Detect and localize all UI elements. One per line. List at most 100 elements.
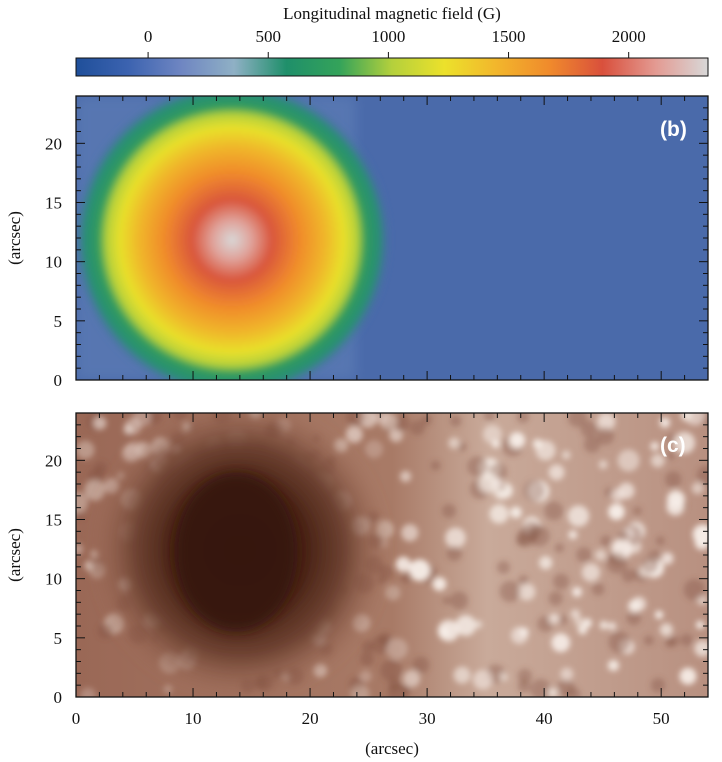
granule <box>608 622 617 631</box>
granule <box>650 678 666 693</box>
granule <box>430 460 441 471</box>
granule <box>389 428 403 443</box>
y-tick-label: 10 <box>45 253 62 272</box>
granule <box>554 543 565 553</box>
granule <box>76 491 89 514</box>
granule <box>626 610 641 626</box>
granule <box>448 437 460 449</box>
granule <box>474 620 483 629</box>
granule <box>568 530 578 540</box>
granule <box>446 545 462 562</box>
granule <box>523 479 546 502</box>
granule <box>664 638 675 648</box>
y-tick-label: 20 <box>45 134 62 153</box>
x-tick-label: 0 <box>72 709 81 728</box>
x-tick-label: 40 <box>536 709 553 728</box>
granule <box>345 425 363 443</box>
granule <box>455 615 477 636</box>
granule <box>696 465 708 486</box>
granule <box>650 441 660 451</box>
granule <box>659 623 673 637</box>
granule <box>457 442 467 452</box>
granule <box>432 577 447 591</box>
granule <box>659 417 671 428</box>
y-tick-label: 0 <box>54 688 63 707</box>
granule <box>380 659 403 682</box>
panel-c-label: (c) <box>660 434 686 457</box>
panel-c-xlabel: (arcsec) <box>365 739 419 758</box>
x-tick-label: 10 <box>185 709 202 728</box>
granule <box>594 549 607 561</box>
panel-c-umbra <box>174 472 298 632</box>
panel-b-ylabel: (arcsec) <box>5 211 24 265</box>
granule <box>611 488 625 502</box>
granule <box>574 617 584 627</box>
panel-b-sunspot <box>76 96 392 380</box>
x-tick-label: 20 <box>302 709 319 728</box>
granule <box>548 464 565 481</box>
granule <box>388 678 401 691</box>
granule <box>516 413 530 424</box>
granule <box>606 552 628 574</box>
colorbar: Longitudinal magnetic field (G) 0 500 1000… <box>75 4 709 77</box>
granule <box>617 449 640 472</box>
granule <box>467 456 488 477</box>
granule <box>346 413 366 427</box>
granule <box>643 635 654 646</box>
granule <box>544 501 564 521</box>
granule <box>607 659 620 672</box>
granule <box>548 613 560 624</box>
granule <box>581 563 601 582</box>
granule <box>591 582 605 596</box>
granule <box>499 580 521 603</box>
granule <box>532 438 543 449</box>
granule <box>633 506 642 516</box>
colorbar-tick-label: 500 <box>255 27 281 46</box>
granule <box>359 670 372 683</box>
granule <box>395 556 411 573</box>
granule <box>539 556 553 570</box>
granule <box>441 503 457 519</box>
panel-c-ticks: 0 5 10 15 20 0 10 20 30 40 50 <box>45 412 709 728</box>
granule <box>350 684 370 697</box>
colorbar-tick-label: 0 <box>144 27 153 46</box>
granule <box>491 439 500 448</box>
granule <box>76 440 95 460</box>
granule <box>547 687 558 697</box>
granule <box>576 547 592 563</box>
granule <box>691 482 704 495</box>
granule <box>518 574 529 586</box>
granule <box>530 678 551 697</box>
granule <box>80 687 96 697</box>
granule <box>361 640 375 654</box>
granule <box>598 460 608 469</box>
granule <box>445 527 466 549</box>
granule <box>597 413 616 431</box>
granule <box>582 618 592 628</box>
granule <box>608 631 631 653</box>
granule <box>408 559 431 582</box>
granule <box>583 436 601 453</box>
granule <box>163 684 173 694</box>
granule <box>401 524 419 542</box>
granule <box>385 584 401 601</box>
granule <box>560 667 574 681</box>
granule <box>442 596 451 605</box>
granule <box>450 591 469 610</box>
panel-b-label: (b) <box>660 118 687 141</box>
granule <box>694 640 708 657</box>
granule <box>518 583 536 601</box>
granule <box>621 568 636 583</box>
granule <box>617 530 629 542</box>
granule <box>521 520 542 541</box>
panel-b: 0 5 10 15 20 (b) (arcsec) <box>5 95 709 390</box>
granule <box>596 427 615 445</box>
granule <box>561 450 571 460</box>
granule <box>654 610 664 620</box>
y-tick-label: 5 <box>54 629 63 648</box>
panel-b-heatmap <box>76 96 708 380</box>
granule <box>567 505 590 527</box>
granule <box>482 424 502 444</box>
granule <box>666 451 675 460</box>
